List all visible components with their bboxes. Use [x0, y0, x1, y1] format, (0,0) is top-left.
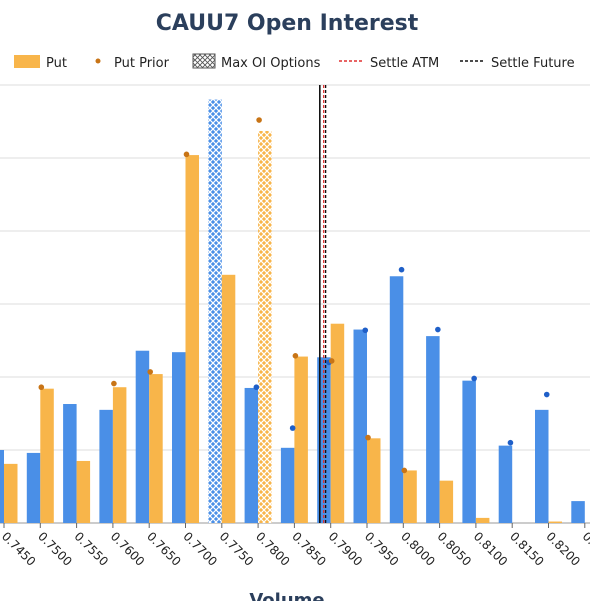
call-bar	[535, 409, 549, 523]
put-prior-dot	[38, 384, 45, 391]
legend-max-oi[interactable]: Max OI Options	[192, 53, 321, 71]
x-tick-label: 0.8100	[471, 529, 511, 569]
put-prior-dot	[401, 467, 408, 474]
put-bar	[4, 463, 18, 523]
call-bar	[63, 404, 77, 523]
x-tick-label: 0.7500	[35, 529, 75, 569]
x-tick-label: 0.7450	[0, 529, 38, 569]
call-prior-dot	[289, 425, 296, 431]
call-prior-dot	[362, 327, 369, 334]
legend-settle-future[interactable]: Settle Future	[460, 56, 575, 71]
call-bar	[135, 350, 150, 523]
call-bar	[0, 450, 4, 523]
call-bar	[208, 99, 222, 523]
call-prior-dot	[543, 391, 550, 398]
legend-put-prior-label: Put Prior	[114, 56, 170, 71]
x-tick-label: 0.7650	[144, 529, 184, 569]
put-bar	[149, 374, 163, 523]
put-bar	[40, 388, 54, 523]
put-prior-dot	[256, 117, 262, 123]
call-bar	[353, 329, 367, 523]
put-bar	[185, 155, 199, 523]
x-tick-label: 0.7850	[289, 529, 329, 569]
x-tick-label: 0.8200	[543, 529, 583, 569]
call-bar	[571, 501, 585, 523]
put-bar	[548, 521, 562, 523]
x-tick-label: 0.8050	[434, 529, 474, 569]
legend-settle-atm[interactable]: Settle ATM	[339, 56, 439, 71]
put-bar	[475, 517, 490, 523]
x-tick-label: 0.7900	[326, 529, 366, 569]
prior-dots	[38, 117, 550, 474]
call-bar	[244, 387, 259, 523]
chart-title: CAUU7 Open Interest	[156, 11, 419, 36]
call-bar	[426, 336, 440, 523]
x-tick-label: 0.7600	[108, 529, 148, 569]
put-bar	[221, 274, 236, 523]
put-prior-dot	[183, 151, 190, 158]
x-tick-label: 0.7950	[362, 529, 402, 569]
x-axis-title: Volume	[249, 590, 324, 601]
put-bar	[439, 480, 454, 523]
x-tick-label: 0.7700	[180, 529, 220, 569]
call-bar	[462, 380, 476, 523]
call-bar	[172, 352, 186, 523]
legend-put-prior[interactable]: Put Prior	[95, 56, 170, 71]
call-bar	[498, 445, 513, 523]
put-bar	[367, 438, 381, 523]
x-tick-label: 0.8250	[580, 529, 590, 569]
legend-put-swatch	[14, 55, 40, 68]
put-prior-dot	[328, 358, 335, 364]
reference-lines	[319, 85, 327, 523]
legend-max-oi-label: Max OI Options	[221, 56, 321, 71]
call-prior-dot	[507, 439, 514, 446]
put-bar	[76, 460, 91, 523]
legend-settle-future-label: Settle Future	[491, 56, 575, 71]
grid	[0, 84, 590, 524]
bars	[0, 99, 585, 524]
legend-put[interactable]: Put	[14, 55, 67, 71]
legend-max-oi-swatch	[192, 53, 216, 69]
put-prior-dot	[147, 369, 153, 375]
call-prior-dot	[253, 384, 260, 391]
legend-settle-atm-label: Settle ATM	[370, 56, 439, 71]
put-bar	[330, 323, 345, 523]
put-prior-dot	[365, 434, 371, 441]
call-bar	[99, 409, 113, 523]
put-bar	[403, 470, 417, 523]
call-prior-dot	[471, 375, 477, 382]
put-prior-dot	[292, 353, 299, 359]
legend-put-label: Put	[46, 56, 67, 71]
x-axis: 0.74500.75000.75500.76000.76500.77000.77…	[0, 523, 590, 569]
x-tick-label: 0.8000	[398, 529, 438, 569]
put-prior-dot	[111, 380, 117, 387]
x-tick-label: 0.7800	[253, 529, 293, 569]
legend-put-prior-swatch	[95, 58, 101, 64]
x-tick-label: 0.7750	[217, 529, 257, 569]
put-bar	[294, 356, 308, 523]
call-prior-dot	[398, 266, 405, 273]
call-prior-dot	[435, 326, 441, 333]
x-tick-label: 0.8150	[507, 529, 547, 569]
x-tick-label: 0.7550	[71, 529, 111, 569]
call-bar	[26, 452, 41, 523]
legend: Put Put Prior Max OI Options Settle ATM …	[14, 53, 575, 71]
put-bar	[112, 387, 127, 523]
put-bar	[258, 130, 272, 524]
call-bar	[280, 447, 295, 523]
call-bar	[389, 276, 404, 523]
